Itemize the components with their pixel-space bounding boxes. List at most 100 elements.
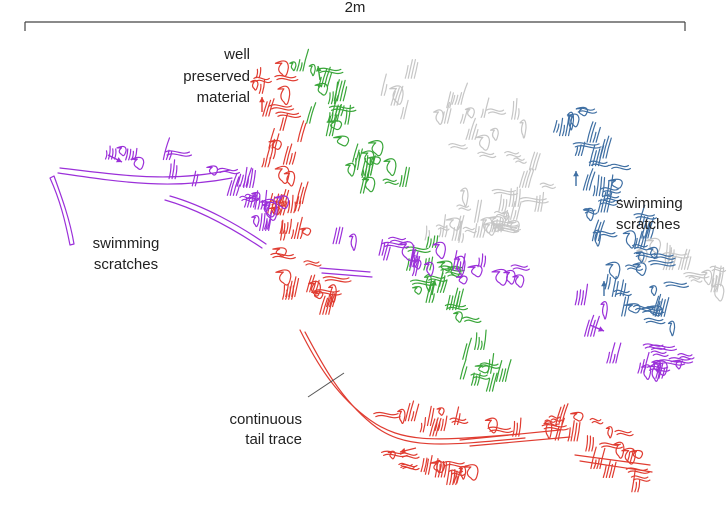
track-mark [275, 269, 292, 286]
track-mark [104, 145, 117, 160]
track-mark [641, 216, 655, 239]
tail-trace [304, 331, 526, 445]
track-mark [709, 265, 727, 273]
track-mark [605, 261, 621, 280]
track-mark [308, 280, 321, 297]
track-mark [431, 280, 437, 286]
track-mark [642, 343, 666, 350]
track-mark [268, 139, 282, 150]
track-mark [399, 166, 410, 188]
track-mark [621, 447, 636, 465]
track-mark [125, 147, 138, 161]
track-mark [638, 204, 646, 227]
track-mark [436, 260, 453, 272]
track-mark [388, 236, 409, 244]
track-mark [262, 98, 275, 117]
track-mark [494, 210, 508, 218]
track-mark [191, 170, 199, 187]
track-mark [405, 246, 431, 253]
track-mark [404, 400, 420, 422]
track-mark [255, 67, 262, 79]
track-mark [654, 293, 670, 317]
track-mark [632, 262, 647, 276]
track-mark [589, 417, 604, 425]
track-mark [436, 407, 445, 416]
track-mark [513, 157, 527, 164]
track-mark [477, 253, 487, 268]
track-mark [162, 137, 173, 161]
track-mark [332, 226, 344, 245]
track-mark [264, 210, 273, 230]
track-mark [326, 120, 343, 131]
track-mark [467, 264, 483, 278]
track-mark [325, 114, 338, 137]
track-mark [236, 167, 253, 187]
track-mark [206, 165, 219, 176]
track-mark [510, 200, 522, 220]
track-mark [327, 104, 342, 123]
track-mark [453, 255, 466, 276]
track-mark [251, 214, 260, 228]
track-mark [519, 197, 549, 204]
label-line: preserved [183, 68, 250, 85]
track-mark [648, 344, 678, 352]
track-mark [495, 359, 512, 382]
label-line: swimming [93, 235, 160, 252]
track-mark [303, 260, 322, 267]
scale-label: 2m [345, 0, 366, 16]
track-mark [275, 111, 302, 119]
track-mark [600, 187, 622, 194]
track-mark [558, 115, 573, 137]
track-mark [625, 467, 651, 474]
track-mark [426, 405, 435, 427]
track-mark [367, 140, 384, 157]
track-mark [485, 108, 507, 115]
track-mark [683, 272, 710, 279]
track-mark [322, 276, 352, 283]
track-mark [442, 460, 467, 468]
track-mark [444, 303, 469, 311]
track-mark [168, 159, 178, 180]
track-mark [573, 171, 579, 177]
track-mark [239, 195, 255, 203]
track-mark [268, 127, 280, 149]
track-mark [504, 151, 522, 158]
track-mark [433, 109, 444, 125]
track-mark [622, 230, 637, 249]
track-mark [282, 284, 294, 300]
track-mark [306, 274, 320, 293]
track-mark [348, 233, 357, 251]
track-mark [605, 426, 613, 439]
track-mark [510, 264, 530, 271]
track-mark [633, 251, 658, 259]
track-mark [710, 272, 722, 293]
track-mark [424, 455, 433, 475]
track-mark [463, 464, 479, 481]
track-mark [274, 74, 299, 82]
track-mark [600, 301, 608, 320]
tail-trace [299, 329, 521, 440]
track-mark [259, 212, 272, 232]
track-mark [327, 81, 339, 105]
track-mark [378, 239, 386, 256]
track-mark [667, 320, 676, 337]
track-mark [453, 311, 463, 323]
track-mark [625, 264, 643, 271]
track-mark [352, 143, 363, 163]
track-mark [287, 194, 296, 214]
track-mark [217, 167, 241, 175]
track-mark [614, 429, 634, 437]
track-mark [325, 291, 337, 308]
track-mark [566, 111, 575, 131]
track-mark [637, 351, 650, 374]
track-mark [419, 417, 427, 433]
track-mark [650, 350, 669, 357]
track-mark [397, 408, 406, 424]
track-mark [491, 220, 519, 227]
track-mark [487, 426, 513, 433]
track-mark [677, 353, 695, 360]
track-mark [519, 119, 527, 139]
track-mark [539, 182, 556, 189]
track-mark [567, 420, 581, 442]
